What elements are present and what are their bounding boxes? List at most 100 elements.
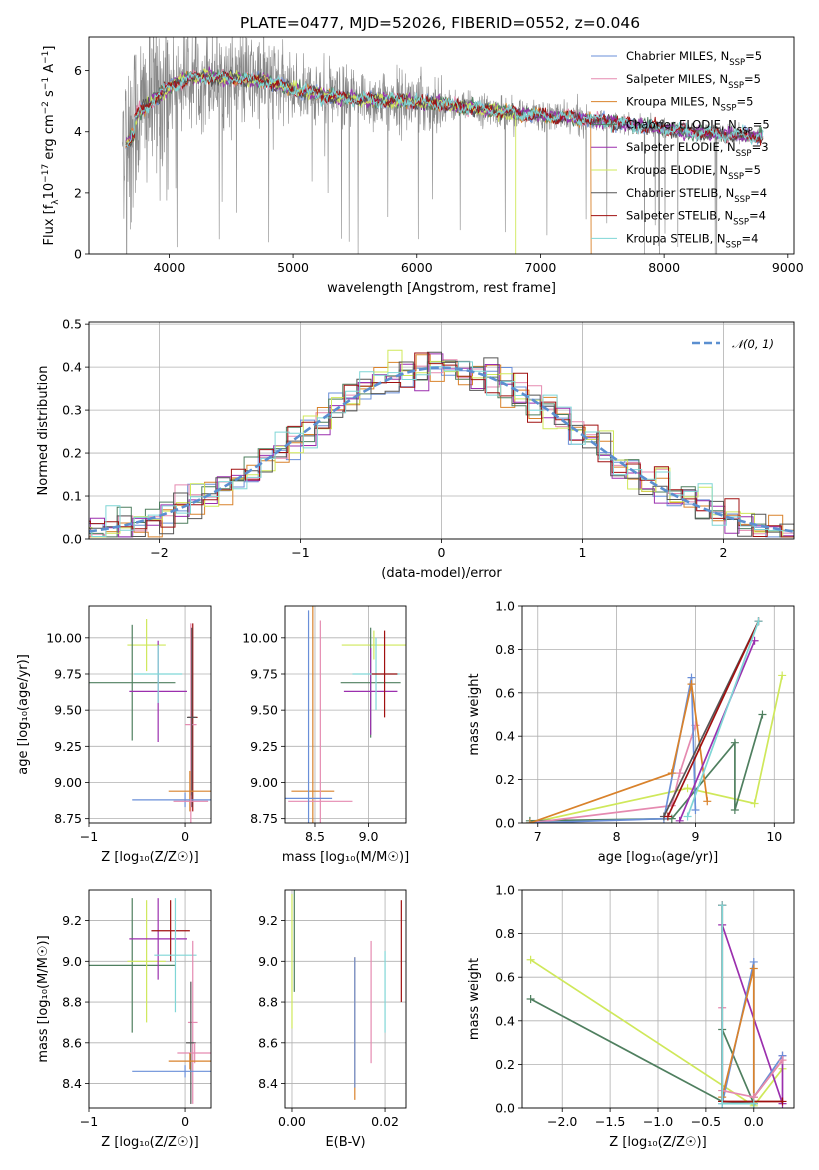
legend-tail: =5 (745, 49, 762, 63)
x-axis-label: Z [log₁₀(Z/Z☉)] (101, 1135, 198, 1150)
y-tick-label: 9.2 (62, 913, 82, 928)
y-tick-label: 10.00 (242, 630, 278, 645)
y-tick-label: 0.1 (62, 489, 82, 504)
y-tick-label: 0.3 (62, 403, 82, 418)
error-bar-point (132, 792, 211, 808)
x-tick-label: −1.5 (595, 1114, 625, 1129)
y-tick-label: 6 (74, 63, 82, 78)
error-bar-point (132, 1065, 211, 1078)
legend-tail: =4 (750, 186, 767, 200)
error-bar-point (186, 627, 197, 808)
plot-area (89, 349, 794, 538)
axes-frame (88, 605, 212, 824)
weight-marker (525, 819, 534, 823)
y-tick-label: 0.4 (62, 360, 82, 375)
y-tick-label: 9.75 (54, 666, 82, 681)
y-tick-label: 9.25 (54, 739, 82, 754)
weight-marker (750, 799, 759, 808)
x-tick-label: 2 (720, 545, 728, 560)
legend-tail: =5 (744, 72, 761, 86)
y-tick-label: 9.0 (62, 954, 82, 969)
legend-entry: Chabrier MILES, NSSP=5 (626, 49, 762, 68)
weight-marker (691, 805, 700, 814)
legend-entry: Chabrier ELODIE, NSSP=5 (626, 117, 770, 136)
legend-entry: Salpeter STELIB, NSSP=4 (626, 209, 766, 228)
legend-entry: Kroupa STELIB, NSSP=4 (626, 231, 758, 250)
legend-subscript: SSP (721, 104, 737, 114)
y-axis-label-part: −2 (41, 101, 51, 114)
x-tick-label: 8 (613, 829, 621, 844)
legend-text: Kroupa ELODIE, N (626, 163, 728, 177)
x-tick-label: 0.0 (744, 1114, 764, 1129)
axes-frame (284, 605, 407, 824)
x-tick-label: 8000 (648, 260, 680, 275)
x-axis-label: E(B-V) (325, 1135, 365, 1150)
y-tick-label: 9.0 (258, 954, 278, 969)
y-tick-label: 0.4 (495, 1013, 515, 1028)
x-tick-label: 9 (691, 829, 699, 844)
error-bar-point (89, 898, 176, 1033)
legend-tail: =4 (749, 209, 766, 223)
axes-frame (88, 36, 795, 255)
error-bar-point (134, 645, 183, 703)
y-tick-label: 8.75 (250, 811, 278, 826)
legend-subscript: SSP (728, 172, 744, 182)
error-bar-point (89, 624, 176, 741)
y-tick-label: 0.8 (495, 926, 515, 941)
legend-text: Chabrier ELODIE, N (626, 117, 737, 131)
mass-vs-extinction-panel: 0.00 0.02 8.4 8.6 8.8 9.0 9.2 E(B-V) (258, 889, 407, 1150)
y-tick-label: 0.2 (495, 772, 515, 787)
plot-area (525, 617, 787, 823)
x-axis-label: wavelength [Angstrom, rest frame] (327, 281, 556, 296)
legend-text: Chabrier STELIB, N (626, 186, 734, 200)
error-bar-point (168, 770, 211, 812)
x-tick-label: −1 (80, 829, 98, 844)
y-axis-label-part: λ (51, 199, 61, 205)
y-tick-label: 9.75 (250, 666, 278, 681)
x-tick-label: 5000 (277, 260, 309, 275)
y-tick-label: 9.2 (258, 913, 278, 928)
y-axis-label: Normed distribution (36, 366, 51, 496)
axes-frame (88, 889, 212, 1109)
legend-text: Kroupa STELIB, N (626, 231, 726, 245)
error-bar-point (343, 647, 398, 735)
model-spectrum-line (125, 70, 764, 147)
error-bar-point (154, 898, 197, 1013)
x-tick-label: 0 (181, 1114, 189, 1129)
weight-marker (778, 671, 787, 680)
error-bar-point (173, 795, 209, 808)
y-tick-label: 8.4 (62, 1076, 82, 1091)
figure-title: PLATE=0477, MJD=52026, FIBERID=0552, z=0… (240, 14, 640, 32)
y-tick-label: 9.00 (250, 775, 278, 790)
y-tick-label: 0.4 (495, 729, 515, 744)
x-tick-label: 9000 (772, 260, 804, 275)
y-axis-label-part: −1 (41, 77, 51, 90)
y-tick-label: 0.0 (62, 532, 82, 547)
x-axis-label: Z [log₁₀(Z/Z☉)] (609, 1135, 706, 1150)
x-tick-label: 7 (534, 829, 542, 844)
weight-marker (749, 1099, 758, 1108)
legend-tail: =5 (736, 95, 753, 109)
error-bar-point (186, 981, 196, 1104)
x-tick-label: 0.00 (278, 1114, 306, 1129)
weight-marker (526, 995, 535, 1003)
weight-series-line (529, 675, 784, 823)
error-bar-point (341, 630, 406, 660)
error-bar-point (288, 620, 353, 823)
mass-vs-metallicity-panel: −1 0 8.4 8.6 8.8 9.0 9.2 Z [log₁₀(Z/Z☉)] mass [l… (36, 889, 212, 1150)
age-vs-mass-panel: 8.5 9.0 8.75 9.00 9.25 9.50 9.75 10.00 mass [log… (242, 605, 409, 865)
error-bar-point (291, 606, 335, 823)
error-bar-point (151, 900, 190, 962)
legend-entry: Chabrier STELIB, NSSP=4 (626, 186, 767, 205)
legend-entry: Kroupa ELODIE, NSSP=5 (626, 163, 761, 182)
normal-distribution-curve (89, 366, 794, 533)
x-tick-label: 0 (181, 829, 189, 844)
plot-area (122, 37, 764, 254)
age-vs-metallicity-panel: −1 0 8.75 9.00 9.25 9.50 9.75 10.00 Z [log₁₀(Z/Z… (16, 605, 212, 865)
weight-series-line (678, 640, 756, 822)
plot-area (526, 901, 787, 1108)
x-axis-label: Z [log₁₀(Z/Z☉)] (101, 850, 198, 865)
x-tick-label: 0.02 (371, 1114, 399, 1129)
legend-entry: 𝒩(0, 1) (732, 337, 774, 351)
